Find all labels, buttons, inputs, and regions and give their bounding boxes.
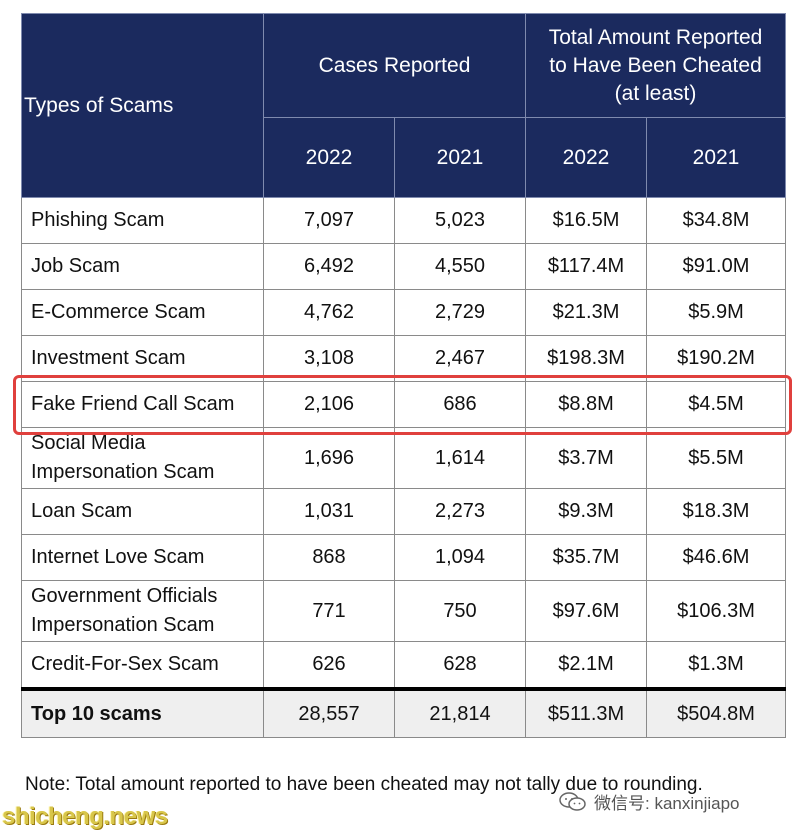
cases-2022-cell: 626 — [263, 641, 395, 690]
watermark-wechat-text: 微信号: kanxinjiapo — [594, 794, 740, 813]
amount-2022-cell: $8.8M — [525, 381, 647, 428]
wechat-icon — [559, 791, 586, 811]
table-body: Phishing Scam 7,097 5,023 $16.5M $34.8M Job S… — [21, 197, 787, 738]
scam-type-line: Impersonation Scam — [31, 461, 215, 483]
total-cases-2021-cell: 21,814 — [394, 687, 526, 738]
scam-type-cell: Phishing Scam — [21, 197, 264, 244]
table-row: Fake Friend Call Scam 2,106 686 $8.8M $4.5M — [21, 381, 787, 428]
cases-2021-cell: 628 — [394, 641, 526, 690]
table-row: Job Scam 6,492 4,550 $117.4M $91.0M — [21, 243, 787, 290]
cases-2021-cell: 686 — [394, 381, 526, 428]
amount-2022-cell: $3.7M — [525, 427, 647, 489]
total-row: Top 10 scams 28,557 21,814 $511.3M $504.8M — [21, 687, 787, 738]
cases-2022-cell: 771 — [263, 580, 395, 642]
watermark-wechat: 微信号: kanxinjiapo — [558, 789, 740, 814]
cases-2022-cell: 4,762 — [263, 289, 395, 336]
header-cases-2022: 2022 — [263, 117, 395, 198]
cases-2021-cell: 1,094 — [394, 534, 526, 581]
amount-2022-cell: $97.6M — [525, 580, 647, 642]
cases-2022-cell: 7,097 — [263, 197, 395, 244]
table-row: Government Officials Impersonation Scam 77… — [21, 580, 787, 642]
scam-type-line: Loan Scam — [31, 500, 133, 522]
table-row: Internet Love Scam 868 1,094 $35.7M $46.6M — [21, 534, 787, 581]
total-amount-2022-cell: $511.3M — [525, 687, 647, 738]
cases-2021-cell: 2,729 — [394, 289, 526, 336]
scam-type-line: Fake Friend Call Scam — [31, 393, 235, 415]
scam-type-cell: Credit-For-Sex Scam — [21, 641, 264, 690]
amount-2022-cell: $9.3M — [525, 488, 647, 535]
amount-2022-cell: $2.1M — [525, 641, 647, 690]
cases-2021-cell: 5,023 — [394, 197, 526, 244]
scam-type-line: Investment Scam — [31, 347, 186, 369]
amount-2021-cell: $5.5M — [645, 427, 787, 489]
header-total-amount: Total Amount Reported to Have Been Cheat… — [524, 13, 787, 118]
header-cases-2021: 2021 — [394, 117, 526, 198]
cases-2021-cell: 2,467 — [394, 335, 526, 382]
scam-type-cell: Investment Scam — [21, 335, 264, 382]
scam-type-cell: Social Media Impersonation Scam — [21, 427, 264, 489]
amount-2022-cell: $117.4M — [525, 243, 647, 290]
amount-2021-cell: $34.8M — [645, 197, 787, 244]
total-cases-2022-cell: 28,557 — [263, 687, 395, 738]
cases-2021-cell: 4,550 — [394, 243, 526, 290]
scam-type-cell: Government Officials Impersonation Scam — [21, 580, 264, 642]
table-row: Social Media Impersonation Scam 1,696 1,614… — [21, 427, 787, 489]
amount-2021-cell: $106.3M — [645, 580, 787, 642]
scam-type-cell: Fake Friend Call Scam — [21, 381, 264, 428]
cases-2022-cell: 1,696 — [263, 427, 395, 489]
header-amount-2022: 2022 — [525, 117, 647, 198]
header-types-of-scams: Types of Scams — [21, 13, 264, 198]
scam-type-line: Internet Love Scam — [31, 546, 205, 568]
header-total-amount-line-1: Total Amount Reported — [548, 25, 763, 49]
scam-type-line: E-Commerce Scam — [31, 301, 206, 323]
scam-type-line: Credit-For-Sex Scam — [31, 653, 219, 675]
cases-2021-cell: 2,273 — [394, 488, 526, 535]
amount-2022-cell: $198.3M — [525, 335, 647, 382]
amount-2021-cell: $4.5M — [645, 381, 787, 428]
table-row: E-Commerce Scam 4,762 2,729 $21.3M $5.9M — [21, 289, 787, 336]
scam-type-line: Social Media — [31, 432, 146, 454]
table-row: Loan Scam 1,031 2,273 $9.3M $18.3M — [21, 488, 787, 535]
scam-type-line: Phishing Scam — [31, 209, 165, 231]
amount-2021-cell: $5.9M — [645, 289, 787, 336]
scam-type-cell: E-Commerce Scam — [21, 289, 264, 336]
header-cases-reported: Cases Reported — [263, 13, 526, 118]
total-label: Top 10 scams — [21, 687, 264, 738]
scam-type-line: Job Scam — [31, 255, 120, 277]
amount-2022-cell: $35.7M — [525, 534, 647, 581]
scam-table-container: Types of Scams Cases Reported Total Amou… — [21, 13, 787, 738]
cases-2021-cell: 1,614 — [394, 427, 526, 489]
watermark-shicheng: shicheng.news — [2, 803, 168, 830]
cases-2022-cell: 2,106 — [263, 381, 395, 428]
table-row: Credit-For-Sex Scam 626 628 $2.1M $1.3M — [21, 641, 787, 690]
amount-2021-cell: $46.6M — [645, 534, 787, 581]
amount-2021-cell: $18.3M — [645, 488, 787, 535]
table-row: Phishing Scam 7,097 5,023 $16.5M $34.8M — [21, 197, 787, 244]
amount-2022-cell: $21.3M — [525, 289, 647, 336]
scam-type-cell: Internet Love Scam — [21, 534, 264, 581]
amount-2021-cell: $190.2M — [645, 335, 787, 382]
table-note: Note: Total amount reported to have been… — [25, 774, 703, 795]
amount-2021-cell: $1.3M — [645, 641, 787, 690]
amount-2022-cell: $16.5M — [525, 197, 647, 244]
amount-2021-cell: $91.0M — [645, 243, 787, 290]
scam-type-line: Impersonation Scam — [31, 614, 215, 636]
header-amount-2021: 2021 — [645, 117, 787, 198]
scam-type-cell: Job Scam — [21, 243, 264, 290]
scam-statistics-table: Types of Scams Cases Reported Total Amou… — [21, 13, 787, 738]
cases-2022-cell: 6,492 — [263, 243, 395, 290]
header-total-amount-line-2: to Have Been Cheated — [549, 53, 762, 77]
scam-type-cell: Loan Scam — [21, 488, 264, 535]
header-total-amount-line-3: (at least) — [614, 81, 697, 105]
cases-2022-cell: 868 — [263, 534, 395, 581]
cases-2022-cell: 1,031 — [263, 488, 395, 535]
cases-2021-cell: 750 — [394, 580, 526, 642]
scam-type-line: Government Officials — [31, 585, 218, 607]
table-row: Investment Scam 3,108 2,467 $198.3M $190.2M — [21, 335, 787, 382]
total-amount-2021-cell: $504.8M — [645, 687, 787, 738]
cases-2022-cell: 3,108 — [263, 335, 395, 382]
table-header: Types of Scams Cases Reported Total Amou… — [21, 13, 787, 198]
